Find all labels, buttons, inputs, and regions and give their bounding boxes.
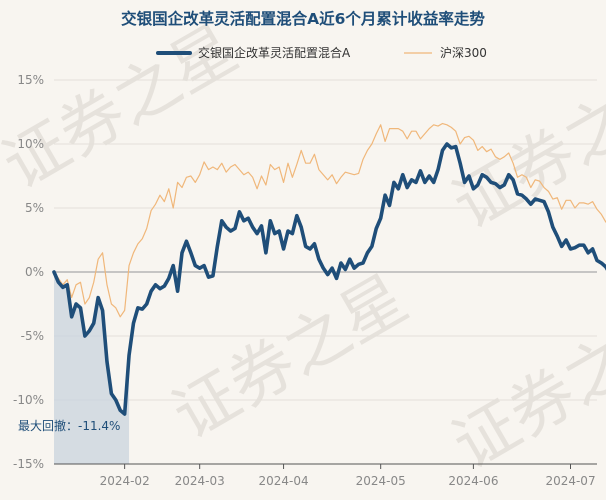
y-tick-label: 0% [25,265,44,279]
x-tick-label: 2024-04 [258,474,308,488]
x-tick-label: 2024-07 [545,474,595,488]
y-tick-label: 10% [17,137,44,151]
series-line-fund [52,142,606,416]
drawdown-area [54,272,130,464]
watermark-text: 证券之星 [441,52,606,244]
x-tick-label: 2024-06 [448,474,498,488]
chart-title: 交银国企改革灵活配置混合A近6个月累计收益率走势 [121,9,485,28]
legend-label-fund: 交银国企改革灵活配置混合A [198,45,351,60]
series-line-hs300 [53,122,606,318]
legend-label-index: 沪深300 [440,46,487,60]
y-tick-label: -5% [21,329,44,343]
max-drawdown-annotation: 最大回撤：-11.4% [18,418,120,433]
y-tick-label: 15% [17,73,44,87]
axes: -15% -10% -5% 0% 5% 10% 15% 2024-02 2024-03 2024-… [13,73,597,488]
watermark-text: 证券之星 [0,12,250,204]
watermark-text: 证券之星 [161,262,420,454]
watermark-text: 证券之星 [441,292,606,484]
y-tick-label: 5% [25,201,44,215]
y-tick-label: -15% [13,457,44,471]
series-lines [52,122,606,416]
legend: 交银国企改革灵活配置混合A 沪深300 [156,45,487,60]
y-tick-label: -10% [13,393,44,407]
x-tick-label: 2024-02 [100,474,150,488]
x-tick-label: 2024-03 [175,474,225,488]
drawdown-fill [54,272,130,464]
x-tick-label: 2024-05 [356,474,406,488]
